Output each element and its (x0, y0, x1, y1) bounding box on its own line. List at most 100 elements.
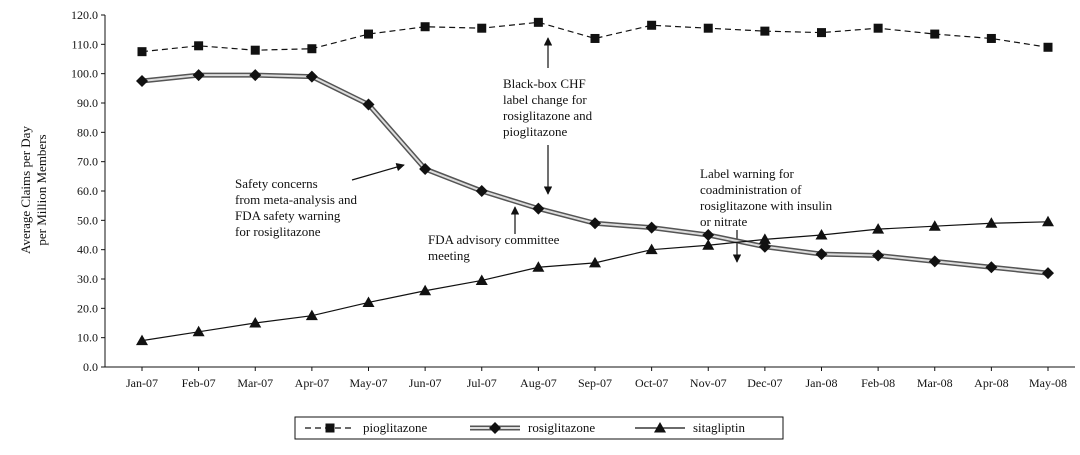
x-tick-label: May-07 (350, 376, 388, 390)
point (305, 309, 318, 321)
point (815, 248, 828, 261)
point (645, 243, 658, 255)
x-tick-label: Apr-07 (295, 376, 329, 390)
point (1042, 267, 1054, 280)
point (364, 29, 373, 39)
annotation: rosiglitazone with insulin (700, 198, 833, 213)
annotation: from meta-analysis and (235, 192, 358, 207)
series-line (141, 221, 1049, 342)
legend-label: pioglitazone (363, 420, 427, 435)
y-tick-label: 0.0 (83, 360, 98, 374)
point (872, 223, 885, 234)
point (589, 256, 601, 268)
y-tick-label: 40.0 (77, 243, 98, 257)
annotation: Label warning for (700, 166, 795, 181)
point (590, 33, 600, 43)
y-axis-title-line: Average Claims per Day (18, 126, 33, 254)
point (986, 33, 996, 43)
point (703, 23, 713, 33)
point (702, 229, 715, 241)
x-tick-label: Feb-07 (182, 376, 216, 390)
annotation: Safety concerns (235, 176, 318, 191)
x-tick-label: Nov-07 (690, 376, 727, 390)
point (533, 17, 543, 27)
arrows (351, 37, 742, 263)
x-tick-label: Apr-08 (974, 376, 1008, 390)
y-tick-label: 10.0 (77, 331, 98, 345)
annotation: label change for (503, 92, 587, 107)
series-line (141, 21, 1049, 53)
point (419, 284, 432, 296)
point (420, 22, 430, 32)
point (250, 45, 260, 55)
point (325, 423, 335, 433)
x-tick-label: Jul-07 (467, 376, 497, 390)
y-tick-label: 70.0 (77, 155, 98, 169)
legend-box (294, 416, 784, 440)
series-line-inner (141, 74, 1049, 275)
x-tick-label: Sep-07 (578, 376, 612, 390)
point (928, 220, 941, 231)
point (362, 296, 375, 307)
point (1043, 42, 1053, 52)
point (249, 69, 262, 82)
x-tick-label: Jan-07 (126, 376, 158, 390)
point (760, 26, 770, 36)
point (589, 217, 601, 230)
point (645, 221, 658, 234)
legend-label: rosiglitazone (528, 420, 595, 435)
annotation: FDA safety warning (235, 208, 341, 223)
y-tick-label: 20.0 (77, 301, 98, 315)
y-tick-label: 100.0 (71, 67, 98, 81)
point (489, 422, 501, 434)
point (249, 317, 262, 328)
point (647, 20, 657, 30)
point (192, 325, 205, 337)
x-tick-label: Oct-07 (635, 376, 668, 390)
point (985, 261, 998, 274)
point (815, 229, 828, 240)
x-tick-label: Mar-08 (917, 376, 953, 390)
x-tick-label: Mar-07 (237, 376, 273, 390)
point (136, 75, 148, 87)
point (532, 261, 545, 272)
point (817, 28, 826, 38)
series-line (141, 72, 1049, 276)
point (654, 422, 666, 433)
arrow (351, 163, 405, 181)
annotation: FDA advisory committee (428, 232, 560, 247)
point (475, 185, 488, 197)
point (928, 255, 941, 268)
annotation: meeting (428, 248, 470, 263)
y-axis-title: Average Claims per Day per Million Membe… (18, 126, 49, 254)
y-tick-label: 30.0 (77, 272, 98, 286)
point (136, 334, 148, 346)
point (475, 274, 488, 285)
point (985, 217, 998, 228)
point (758, 233, 771, 244)
y-tick-label: 50.0 (77, 213, 98, 227)
point (137, 47, 147, 57)
annotation: pioglitazone (503, 124, 567, 139)
point (1042, 215, 1054, 227)
point (477, 23, 487, 33)
point (872, 249, 885, 262)
point (532, 202, 545, 215)
x-tick-label: Feb-08 (861, 376, 895, 390)
point (362, 98, 375, 111)
point (194, 41, 204, 51)
y-tick-label: 80.0 (77, 125, 98, 139)
annotation: coadministration of (700, 182, 802, 197)
point (305, 70, 318, 83)
point (192, 69, 205, 82)
y-tick-label: 120.0 (71, 8, 98, 22)
annotation: rosiglitazone and (503, 108, 593, 123)
y-axis-title-line: per Million Members (34, 134, 49, 245)
x-tick-label: Jan-08 (806, 376, 838, 390)
x-tick-label: Aug-07 (520, 376, 557, 390)
annotation: Black-box CHF (503, 76, 586, 91)
point (930, 29, 940, 39)
legend-label: sitagliptin (693, 420, 746, 435)
point (702, 239, 715, 250)
